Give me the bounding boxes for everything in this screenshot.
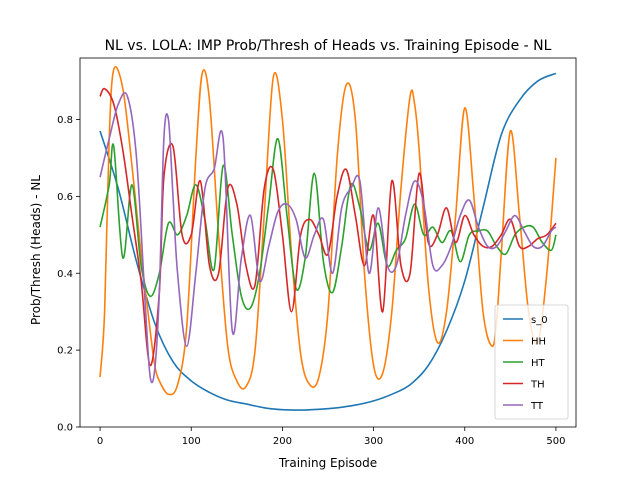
- series-line-th: [99, 87, 557, 367]
- y-tick-label: 0.4: [57, 269, 73, 280]
- x-tick-label: 500: [546, 436, 565, 447]
- x-tick-label: 100: [182, 436, 201, 447]
- plot-area: 0 100 200 300 400 500 0.0 0.2 0.4 0.6 0.8: [57, 57, 577, 447]
- x-tick-label: 200: [273, 436, 292, 447]
- x-tick-label: 400: [455, 436, 474, 447]
- chart-title: NL vs. LOLA: IMP Prob/Thresh of Heads vs…: [105, 38, 552, 54]
- y-tick-label: 0.0: [57, 423, 73, 434]
- x-tick-label: 300: [364, 436, 383, 447]
- legend-label: HT: [531, 358, 546, 369]
- legend-box: [494, 304, 569, 420]
- series-line-s-0: [99, 72, 557, 411]
- series-line-ht: [99, 137, 557, 311]
- series-line-tt: [99, 92, 557, 384]
- x-axis-label: Training Episode: [278, 456, 377, 470]
- series-lines: [99, 65, 557, 411]
- legend-label: s_0: [531, 315, 548, 326]
- series-line-hh: [99, 65, 557, 396]
- legend-label: TH: [530, 380, 545, 391]
- x-tick-label: 0: [97, 436, 103, 447]
- y-tick-label: 0.8: [57, 115, 73, 126]
- y-tick-label: 0.2: [57, 346, 73, 357]
- y-axis-label: Prob/Thresh (Heads) - NL: [29, 175, 43, 325]
- axes-frame: [79, 57, 577, 428]
- legend-label: HH: [531, 337, 546, 348]
- legend-label: TT: [530, 401, 544, 412]
- legend: s_0 HH HT TH TT: [494, 304, 569, 420]
- y-tick-label: 0.6: [57, 192, 73, 203]
